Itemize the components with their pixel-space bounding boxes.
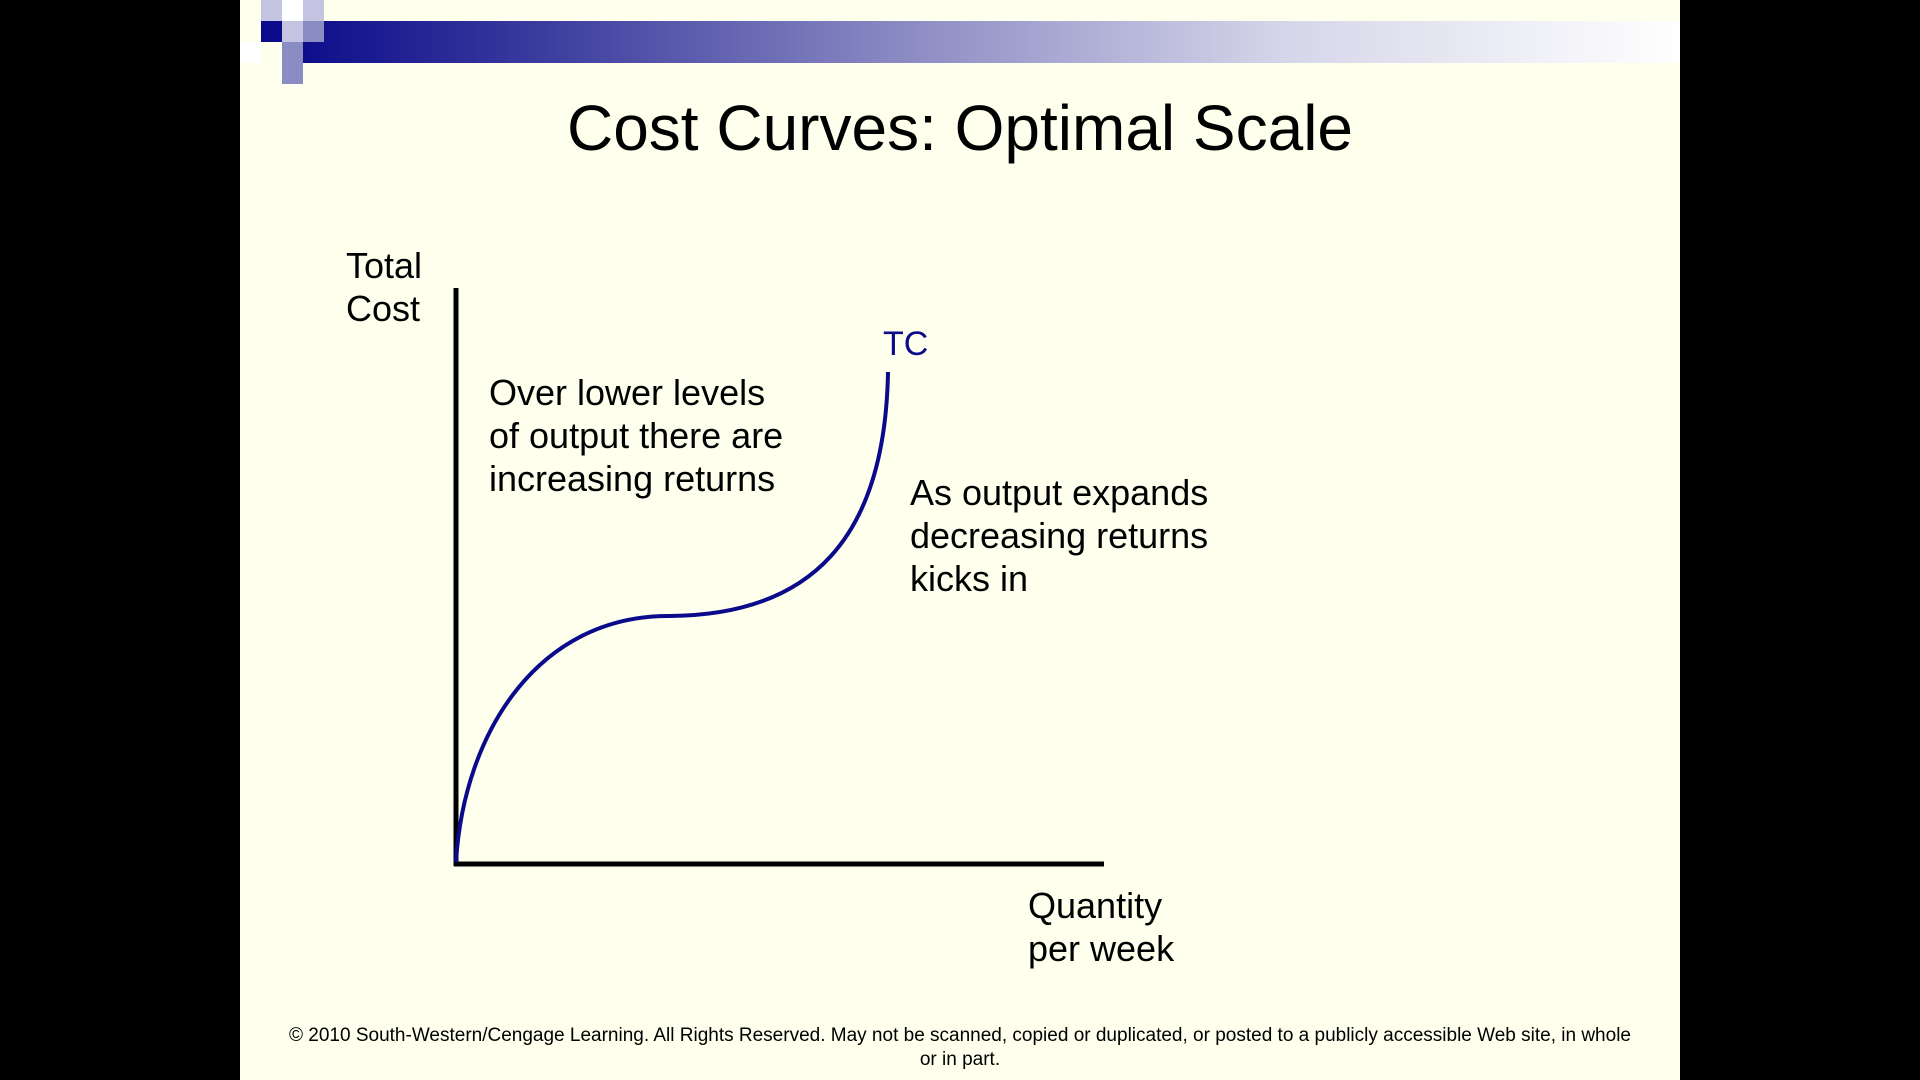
copyright-line-2: or in part.: [240, 1048, 1680, 1072]
x-axis-label: Quantity per week: [1028, 884, 1174, 970]
increasing-returns-note: Over lower levels of output there are in…: [489, 371, 783, 500]
copyright-notice: © 2010 South-Western/Cengage Learning. A…: [240, 1024, 1680, 1072]
copyright-line-1: © 2010 South-Western/Cengage Learning. A…: [240, 1024, 1680, 1048]
decreasing-returns-note: As output expands decreasing returns kic…: [910, 471, 1208, 600]
slide: Cost Curves: Optimal Scale Total Cost Qu…: [240, 0, 1680, 1080]
tc-curve-label: TC: [883, 324, 928, 364]
y-axis-label: Total Cost: [346, 244, 422, 330]
